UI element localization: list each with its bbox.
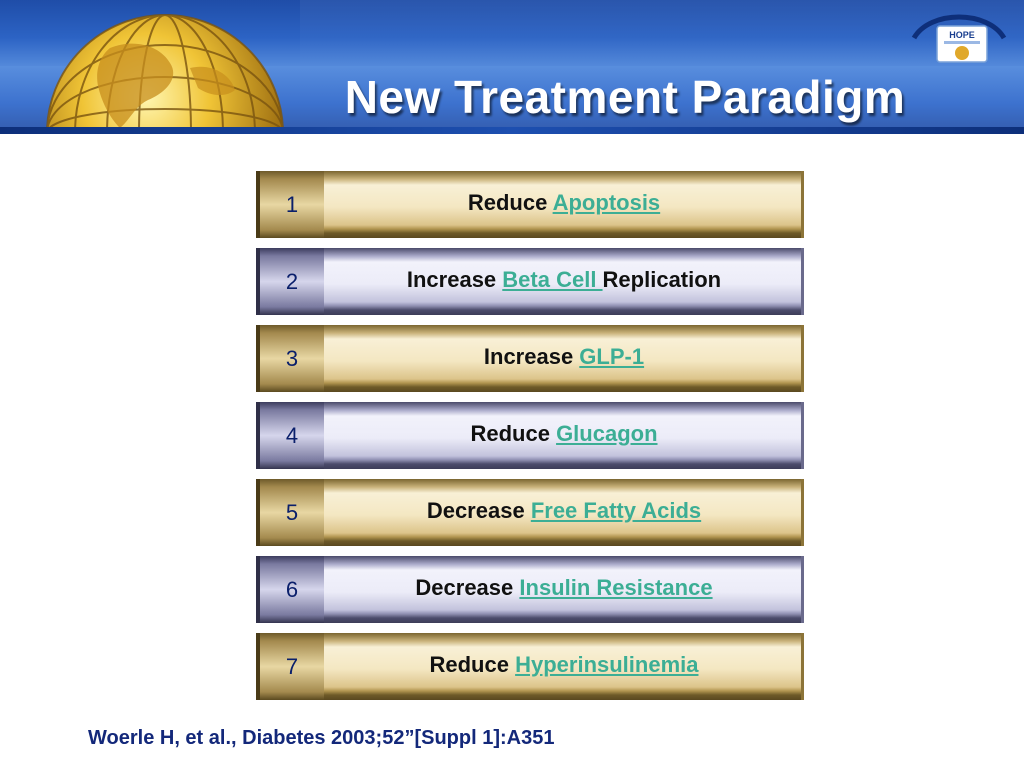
item-bar: [324, 248, 804, 315]
item-number: 4: [285, 422, 299, 448]
item-highlight-link[interactable]: Free Fatty Acids: [530, 498, 702, 523]
item-number-box: 7: [256, 633, 324, 700]
item-number: 5: [285, 499, 299, 525]
header-divider: [0, 127, 1024, 134]
item-number: 3: [285, 345, 299, 371]
item-highlight-link[interactable]: Beta Cell: [502, 267, 603, 292]
item-text: Reduce Hyperinsulinemia: [324, 645, 804, 685]
item-bar: [324, 633, 804, 700]
item-number: 2: [285, 268, 299, 294]
item-bar: [324, 479, 804, 546]
treatment-item-5: 5 Decrease Free Fatty Acids: [256, 479, 804, 546]
item-highlight-link[interactable]: GLP-1: [579, 344, 645, 369]
item-number-box: 1: [256, 171, 324, 238]
item-prefix: Reduce: [429, 652, 516, 677]
hope-logo-icon: HOPE: [911, 14, 1007, 63]
item-number-box: 4: [256, 402, 324, 469]
item-number-box: 5: [256, 479, 324, 546]
item-prefix: Increase: [406, 267, 503, 292]
item-bar: [324, 325, 804, 392]
item-prefix: Increase: [483, 344, 580, 369]
item-number-box: 2: [256, 248, 324, 315]
treatment-item-6: 6 Decrease Insulin Resistance: [256, 556, 804, 623]
item-bar: [324, 556, 804, 623]
item-number-box: 3: [256, 325, 324, 392]
item-prefix: Reduce: [470, 421, 557, 446]
item-prefix: Decrease: [426, 498, 531, 523]
item-number: 1: [285, 191, 299, 217]
item-prefix: Decrease: [415, 575, 520, 600]
item-highlight-link[interactable]: Apoptosis: [552, 190, 661, 215]
treatment-item-1: 1 Reduce Apoptosis: [256, 171, 804, 238]
item-text: Decrease Free Fatty Acids: [324, 491, 804, 531]
treatment-item-2: 2 Increase Beta Cell Replication: [256, 248, 804, 315]
logo-text: HOPE: [949, 30, 975, 40]
item-text: Decrease Insulin Resistance: [324, 568, 804, 608]
item-text: Reduce Apoptosis: [324, 183, 804, 223]
item-highlight-link[interactable]: Hyperinsulinemia: [515, 652, 699, 677]
item-number-box: 6: [256, 556, 324, 623]
item-highlight-link[interactable]: Insulin Resistance: [519, 575, 713, 600]
item-highlight-link[interactable]: Glucagon: [556, 421, 658, 446]
citation: Woerle H, et al., Diabetes 2003;52”[Supp…: [88, 727, 555, 749]
item-number: 7: [285, 653, 299, 679]
item-number: 6: [285, 576, 299, 602]
item-suffix: Replication: [602, 267, 722, 292]
item-prefix: Reduce: [467, 190, 553, 215]
treatment-item-4: 4 Reduce Glucagon: [256, 402, 804, 469]
item-bar: [324, 402, 804, 469]
slide-title: New Treatment Paradigm: [344, 71, 906, 123]
treatment-item-3: 3 Increase GLP-1: [256, 325, 804, 392]
header-shine: [300, 0, 1024, 70]
item-text: Increase Beta Cell Replication: [324, 260, 804, 300]
item-text: Increase GLP-1: [324, 337, 804, 377]
item-bar: [324, 171, 804, 238]
treatment-item-7: 7 Reduce Hyperinsulinemia: [256, 633, 804, 700]
globe-icon: [46, 14, 284, 134]
slide-header: New Treatment Paradigm HOPE: [0, 0, 1024, 134]
item-text: Reduce Glucagon: [324, 414, 804, 454]
